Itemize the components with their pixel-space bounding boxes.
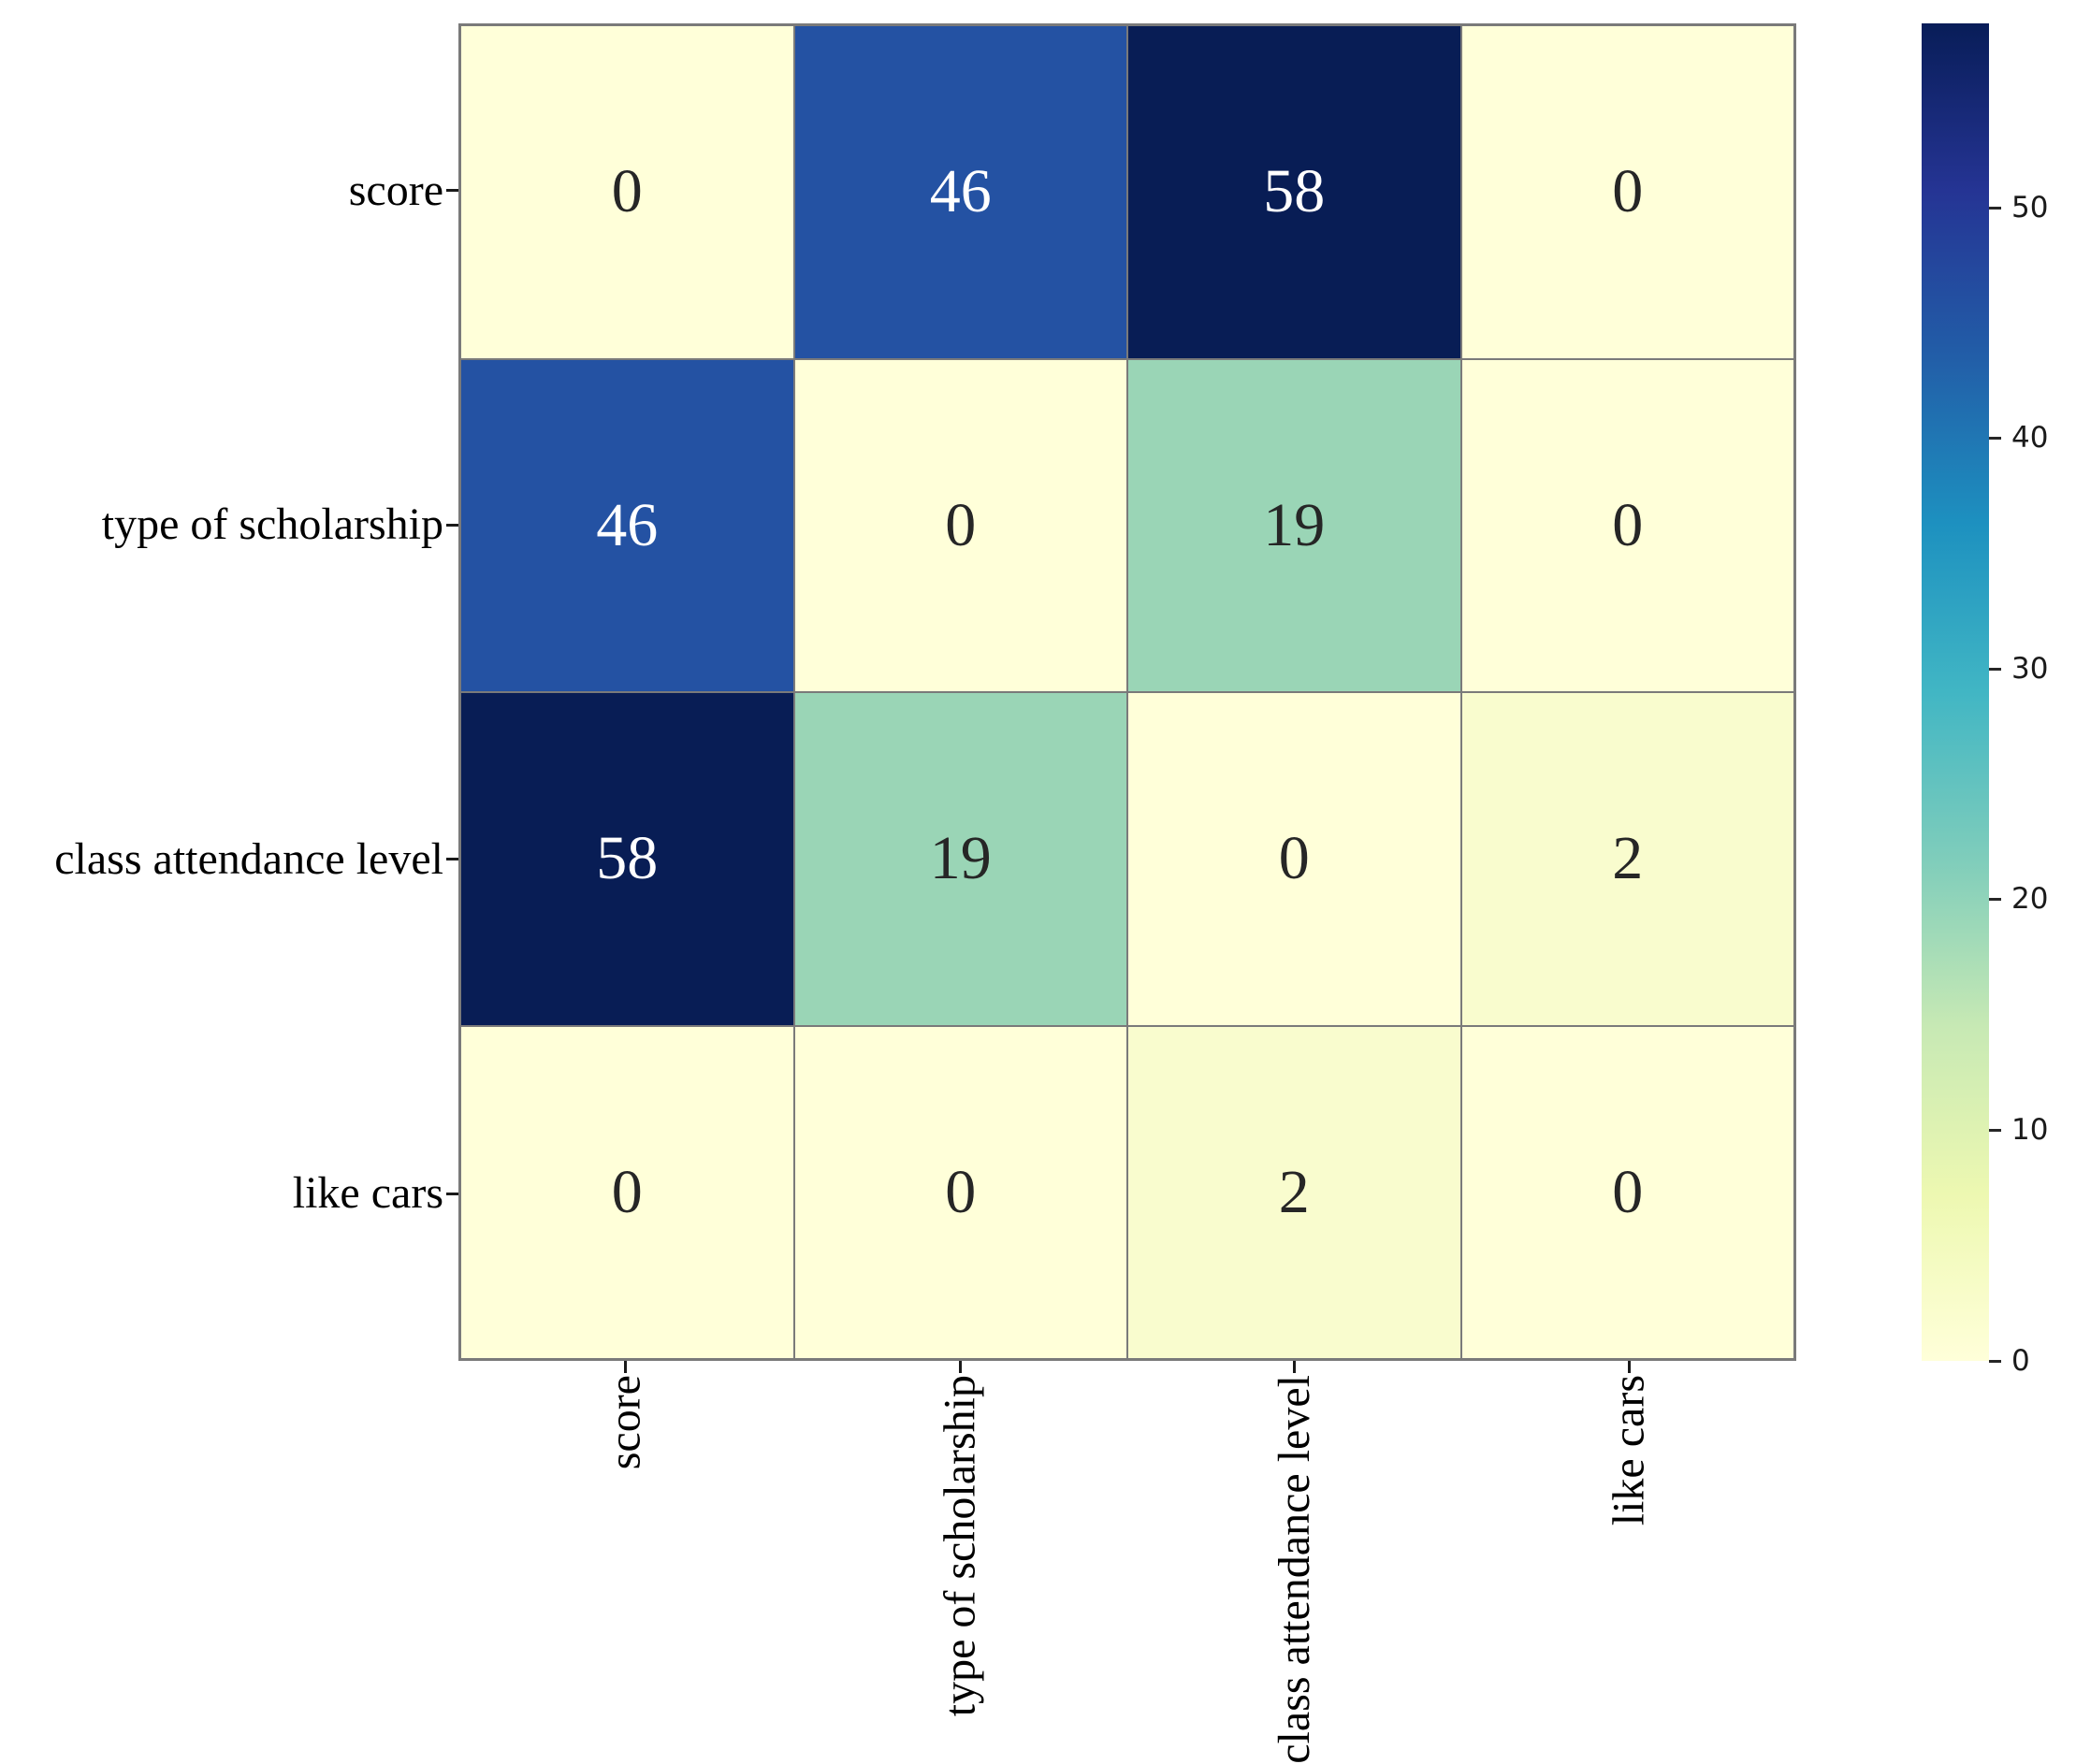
cell-value: 0 xyxy=(945,1157,977,1226)
cell-value: 0 xyxy=(1612,1157,1644,1226)
x-tick-mark xyxy=(958,1361,962,1373)
cell-value: 19 xyxy=(929,824,992,893)
heatmap-cell: 19 xyxy=(794,693,1126,1025)
cell-value: 0 xyxy=(611,157,643,226)
cell-value: 0 xyxy=(611,1157,643,1226)
cell-value: 58 xyxy=(1263,157,1326,226)
colorbar-tick-mark xyxy=(1989,898,2001,902)
cell-value: 0 xyxy=(1612,490,1644,559)
x-tick-mark xyxy=(624,1361,628,1373)
colorbar-tick-mark xyxy=(1989,206,2001,210)
colorbar-tick-label: 30 xyxy=(2011,651,2049,686)
cell-value: 46 xyxy=(596,490,659,559)
colorbar-tick-mark xyxy=(1989,667,2001,671)
heatmap-cell: 58 xyxy=(1128,26,1460,358)
heatmap-cell: 19 xyxy=(1128,359,1460,691)
cell-value: 0 xyxy=(945,490,977,559)
colorbar-tick-mark xyxy=(1989,437,2001,441)
x-tick-mark xyxy=(1627,1361,1631,1373)
heatmap-cell: 0 xyxy=(461,26,793,358)
y-tick-mark xyxy=(446,858,458,861)
colorbar-tick-mark xyxy=(1989,1128,2001,1132)
x-tick-label: type of scholarship xyxy=(935,1375,985,1717)
heatmap-cell: 46 xyxy=(461,359,793,691)
cell-value: 0 xyxy=(1278,824,1310,893)
x-tick-label: score xyxy=(600,1375,650,1470)
heatmap-cell: 2 xyxy=(1461,693,1793,1025)
y-tick-mark xyxy=(446,1192,458,1195)
colorbar xyxy=(1922,23,1989,1361)
heatmap-cell: 0 xyxy=(794,359,1126,691)
y-tick-mark xyxy=(446,189,458,193)
heatmap-grid: 0 46 58 0 46 0 19 0 58 19 0 2 0 0 2 0 xyxy=(458,23,1796,1361)
heatmap-cell: 0 xyxy=(794,1026,1126,1358)
x-tick-label: like cars xyxy=(1604,1375,1654,1526)
cell-value: 2 xyxy=(1612,824,1644,893)
heatmap-cell: 0 xyxy=(1128,693,1460,1025)
cell-value: 19 xyxy=(1263,490,1326,559)
heatmap-cell: 0 xyxy=(1461,1026,1793,1358)
heatmap-cell: 2 xyxy=(1128,1026,1460,1358)
x-tick-label: class attendance level xyxy=(1269,1375,1319,1764)
y-tick-label: class attendance level xyxy=(54,833,443,884)
heatmap-cell: 0 xyxy=(1461,359,1793,691)
heatmap-figure: 0 46 58 0 46 0 19 0 58 19 0 2 0 0 2 0 score type of scho… xyxy=(54,23,2049,1764)
y-tick-label: type of scholarship xyxy=(101,499,443,550)
colorbar-tick-label: 40 xyxy=(2011,421,2049,455)
colorbar-tick-label: 0 xyxy=(2011,1343,2030,1378)
y-tick-mark xyxy=(446,523,458,527)
colorbar-tick-label: 50 xyxy=(2011,190,2049,224)
colorbar-tick-label: 10 xyxy=(2011,1112,2049,1147)
cell-value: 2 xyxy=(1278,1157,1310,1226)
heatmap-cell: 46 xyxy=(794,26,1126,358)
cell-value: 58 xyxy=(596,824,659,893)
cell-value: 46 xyxy=(929,157,992,226)
heatmap-cell: 58 xyxy=(461,693,793,1025)
x-tick-mark xyxy=(1293,1361,1297,1373)
heatmap-cell: 0 xyxy=(1461,26,1793,358)
colorbar-tick-label: 20 xyxy=(2011,882,2049,917)
y-tick-label: score xyxy=(348,165,443,215)
heatmap-cell: 0 xyxy=(461,1026,793,1358)
colorbar-tick-mark xyxy=(1989,1359,2001,1363)
y-tick-label: like cars xyxy=(292,1168,443,1219)
cell-value: 0 xyxy=(1612,157,1644,226)
